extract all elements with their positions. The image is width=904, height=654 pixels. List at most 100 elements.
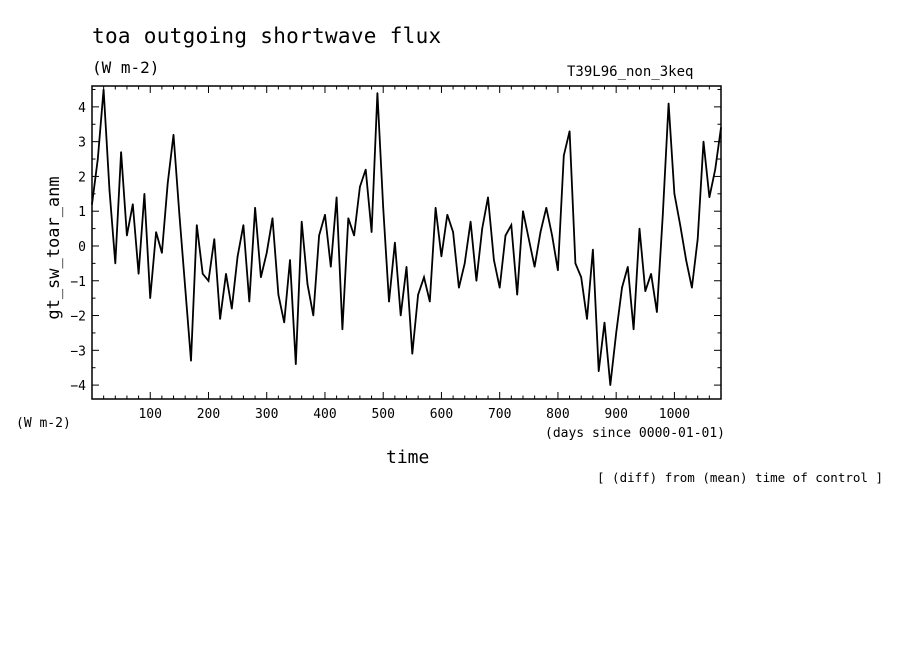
data-point [702,140,705,143]
data-point [662,213,664,216]
data-point [207,280,210,282]
data-point [196,224,198,226]
data-point [370,231,373,233]
data-point [621,286,623,289]
x-axis-label: time [386,447,430,468]
data-point [126,234,128,237]
x-axis-units: (days since 0000-01-01) [545,426,726,441]
plot-frame [91,85,722,400]
data-point [277,293,280,296]
data-point [574,262,577,265]
data-point [161,252,163,254]
data-point [318,234,320,237]
y-tick-label: −1 [70,275,86,290]
y-tick-label: 0 [78,240,86,255]
data-point [242,224,245,226]
data-point [429,300,431,303]
run-label: T39L96_non_3keq [567,64,694,80]
data-point [592,248,594,251]
data-point [335,196,338,199]
y-axis-units: (W m-2) [16,416,71,431]
data-point [568,130,571,132]
data-point [504,234,507,237]
data-point [271,217,274,219]
data-point [673,193,676,195]
data-point [539,231,542,233]
data-point [528,238,530,240]
data-point [597,370,600,373]
x-tick-label: 100 [138,407,161,422]
data-point [679,224,681,226]
data-point [155,231,157,233]
data-point [137,273,140,275]
data-point [347,217,350,219]
x-tick-label: 300 [255,407,278,422]
data-point [487,196,489,199]
y-tick-label: −4 [70,379,86,394]
data-point [213,238,216,240]
data-point [248,300,251,303]
data-point [481,227,484,230]
data-point [691,286,693,289]
data-point [394,241,396,244]
data-point [178,213,181,216]
data-point [452,231,454,233]
data-point [359,186,361,188]
data-point [190,359,192,362]
data-point [615,332,617,334]
data-point [184,286,186,289]
data-point [696,238,699,240]
y-tick-label: −2 [70,310,86,325]
data-point [638,227,641,230]
series [91,88,722,386]
ticks [92,86,721,399]
data-point [289,259,291,261]
data-point [260,276,262,279]
data-point [149,297,151,299]
chart-title: toa outgoing shortwave flux [92,24,442,48]
x-tick-label: 700 [488,407,511,422]
data-point [364,168,367,171]
data-point [440,255,443,258]
data-point [551,234,553,237]
data-point [493,259,495,261]
data-point [312,314,315,317]
data-point [533,266,536,268]
data-point [231,307,233,310]
data-point [382,206,385,209]
data-point [120,151,122,153]
data-point [388,300,390,303]
data-point [545,206,548,209]
data-point [283,321,286,324]
y-tick-label: 4 [78,101,86,116]
data-point [458,286,460,289]
data-point [143,193,146,195]
data-point [557,269,559,272]
y-tick-label: −3 [70,344,86,359]
data-point [714,168,716,171]
data-point [469,220,472,223]
data-point [475,280,478,282]
x-tick-label: 500 [371,407,394,422]
data-point [405,266,408,268]
data-point [498,286,501,289]
data-point [132,203,134,205]
data-point [399,314,402,317]
data-point [219,318,221,320]
data-point [353,234,355,237]
x-tick-label: 1000 [659,407,690,422]
x-tick-label: 600 [430,407,453,422]
data-point [667,102,670,105]
data-point [627,266,629,268]
x-tick-label: 800 [546,407,569,422]
data-point [510,224,513,226]
data-point [586,318,588,320]
y-tick-label: 2 [78,170,86,185]
data-point [341,328,344,331]
diff-note: [ (diff) from (mean) time of control ] [597,470,883,485]
data-point [423,276,425,279]
data-point [225,273,227,275]
data-point [236,255,239,258]
data-point [306,283,309,286]
